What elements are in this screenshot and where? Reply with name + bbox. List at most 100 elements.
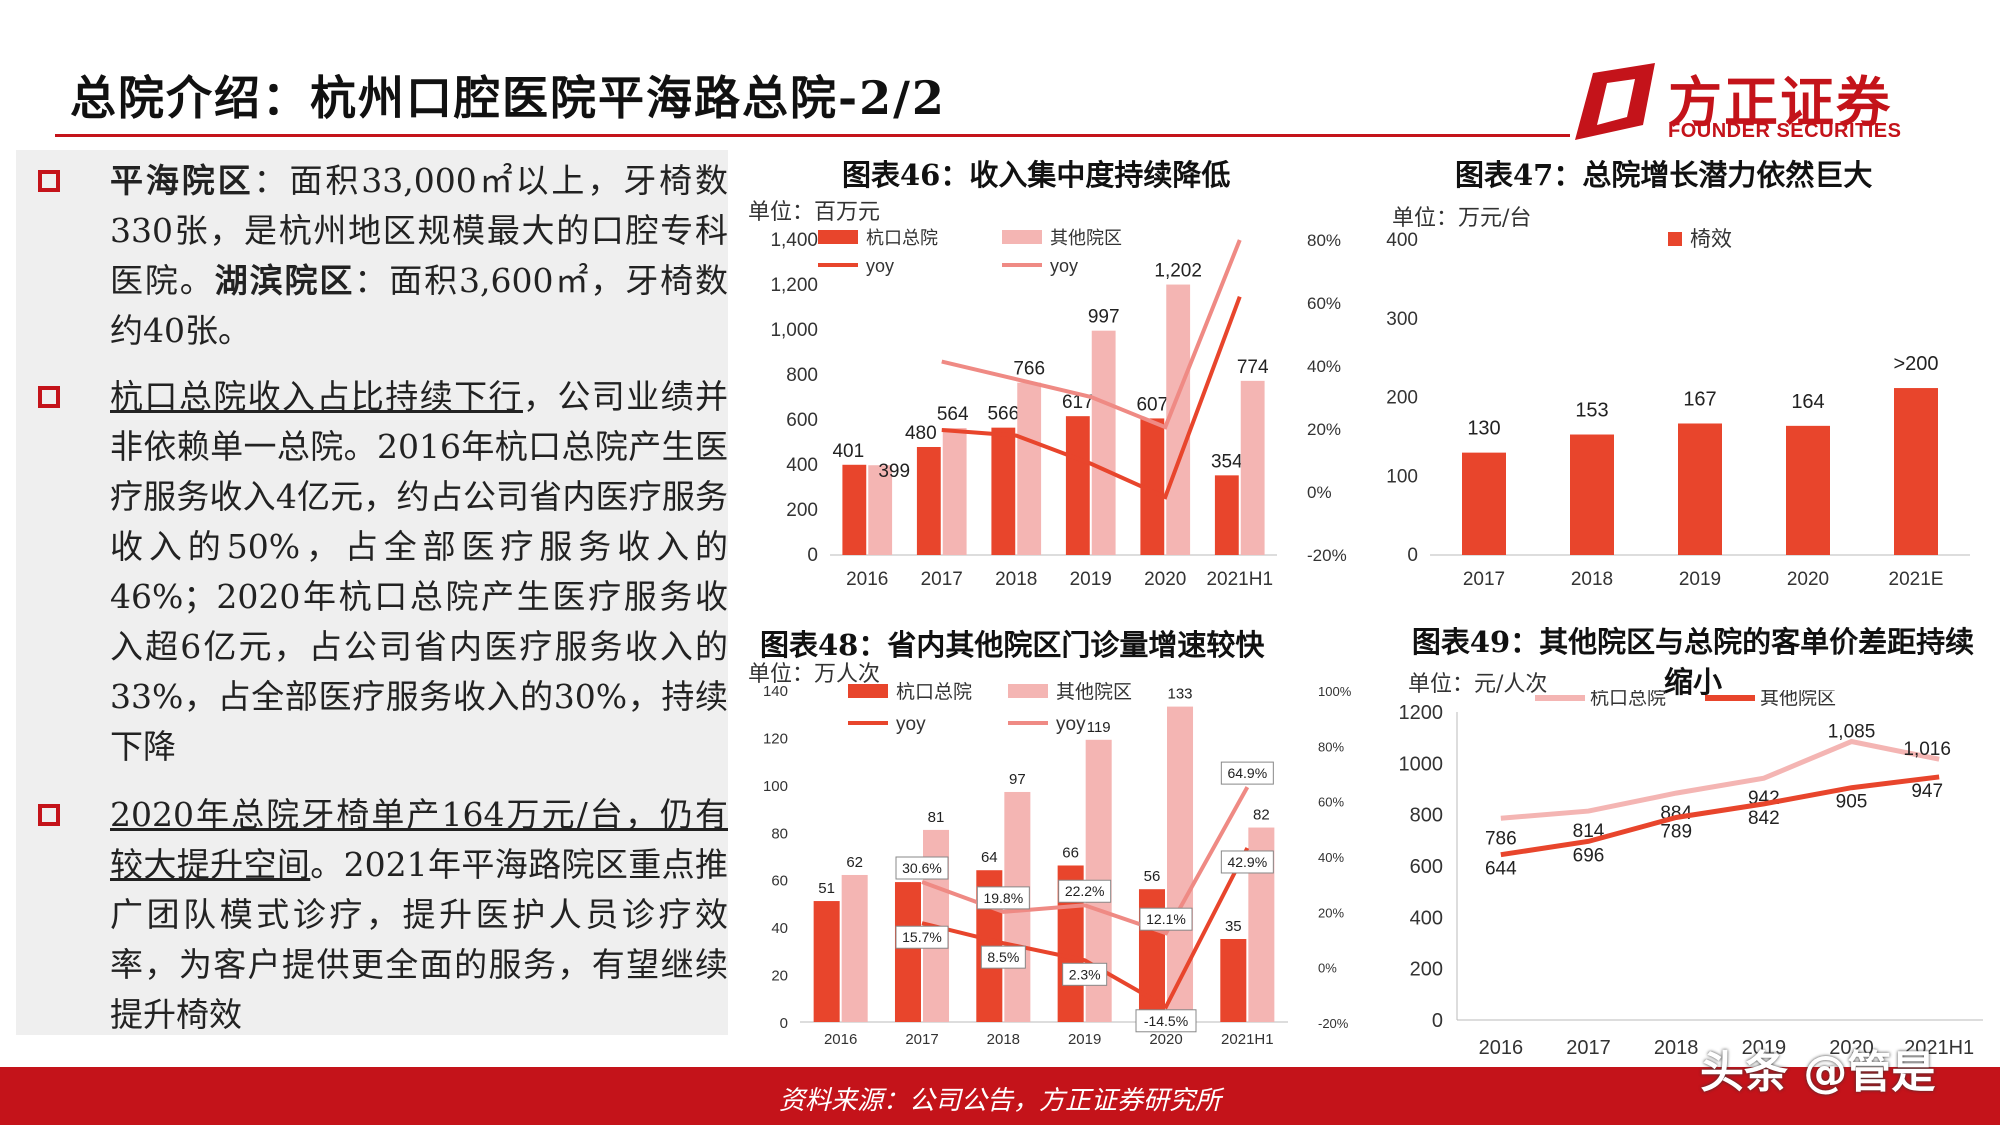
x-tick-label: 2020 [1787,569,1829,590]
bar-value-label: 133 [1167,686,1192,703]
yoy-label-box [1220,850,1274,874]
bullet-text: 2020年总院牙椅单产164万元/台，仍有较大提升空间。2021年平海路院区重点… [110,790,728,1040]
bar-chair-efficiency [1786,425,1830,555]
bullet-square-icon [38,170,60,192]
bullet-revenue-share: 杭口总院收入占比持续下行，公司业绩并非依赖单一总院。2016年杭口总院产生医疗服… [38,372,728,772]
point-value-label: 905 [1836,792,1868,813]
bullet-body: ：面积33,000㎡以上，牙椅数330张，是杭州地区规模最大的口腔专科医院。 [110,161,729,300]
bar-other [1240,380,1265,555]
chart47-title: 图表47：总院增长潜力依然巨大 [1455,158,1873,192]
point-value-label: 842 [1748,808,1780,829]
bar-value-label: 64 [981,849,998,866]
bar-value-label: 62 [846,854,863,871]
point-value-label: 786 [1485,828,1517,849]
y-tick-label: 80 [771,825,788,842]
y-tick-label: 1200 [1399,702,1444,724]
x-tick-label: 2016 [824,1031,857,1048]
legend-label: 杭口总院 [866,228,938,248]
chart48-outpatient: 0 20 40 60 80 100 120 140 -20% 0% 20% 40% 60% 80% 100%… [763,681,1352,1048]
bullet-body: ：面积3,600㎡，牙椅数约40张。 [110,261,728,350]
y-tick-label: 0 [1432,1010,1443,1032]
yoy-label-box [1058,879,1112,903]
bar-value-label: 119 [1087,719,1111,736]
bar-value-label: 1,202 [1154,261,1202,282]
bullet-square-icon [38,804,60,826]
x-tick-label: 2016 [1479,1037,1524,1059]
yoy-label: 30.6% [902,860,942,876]
title-divider [55,134,1570,137]
y-tick-label: 400 [1410,907,1443,929]
footer-bar [0,1067,2000,1125]
x-tick-label: 2021H1 [1221,1031,1274,1048]
bar-value-label: 51 [818,880,835,897]
bar-hq [1214,475,1239,555]
y-tick-label: 600 [1410,856,1443,878]
yoy-line-other [941,239,1242,430]
x-tick-label: 2017 [1566,1037,1611,1059]
x-tick-label: 2021E [1889,569,1944,590]
y-tick-label: 800 [1410,805,1443,827]
x-tick-label: 2019 [1068,1031,1101,1048]
x-tick-label: 2016 [846,569,888,590]
line-hq [1500,738,1940,821]
legend-swatch [1008,684,1048,698]
bullet-text: 平海院区：面积33,000㎡以上，牙椅数330张，是杭州地区规模最大的口腔专科医… [110,156,728,356]
y-tick-label: 40 [771,920,788,937]
point-value-label: 644 [1485,859,1517,880]
y2-tick-label: 60% [1307,294,1341,313]
y-tick-label: 200 [1410,959,1443,981]
legend-swatch [848,684,888,698]
y-tick-label: 120 [763,730,788,747]
chart46-title: 图表46：收入集中度持续降低 [842,158,1231,192]
y2-tick-label: 20% [1318,905,1344,920]
legend-swatch [818,230,858,244]
bullet-heading: 杭口总院收入占比持续下行 [110,377,523,416]
bar-other [1017,382,1042,555]
y-tick-label: 140 [763,683,788,700]
bar-hq [1140,418,1165,555]
logo-name: 方正证券 [1668,70,1892,134]
bar-value-label: 607 [1136,394,1168,415]
legend-label: 杭口总院 [1590,690,1666,709]
point-value-label: 1,016 [1903,739,1951,760]
bar-hq [991,427,1016,555]
bar-other [1167,706,1194,1022]
bar-value-label: 167 [1683,388,1716,410]
yoy-label: 64.9% [1227,765,1267,781]
bar-value-label: 35 [1225,918,1242,935]
legend-label: 其他院区 [1056,681,1132,703]
x-tick-label: 2017 [905,1031,938,1048]
y2-tick-label: 60% [1318,795,1344,810]
y-tick-label: 20 [771,968,788,985]
x-tick-label: 2021H1 [1904,1037,1974,1059]
yoy-label-box [1139,907,1193,931]
bar-hq [894,882,921,1022]
y-tick-label: 0 [807,545,818,566]
bar-chair-efficiency [1678,423,1722,555]
bar-value-label: 354 [1211,451,1243,472]
y-tick-label: 400 [1386,230,1418,251]
chart46-unit: 单位：百万元 [748,200,881,225]
y-tick-label: 1000 [1399,753,1444,775]
y-tick-label: 100 [1386,466,1418,487]
y-tick-label: 0 [1407,545,1418,566]
logo-subtitle: FOUNDER SECURITIES [1668,120,1902,142]
summary-panel: 平海院区：面积33,000㎡以上，牙椅数330张，是杭州地区规模最大的口腔专科医… [16,150,728,1035]
chart48-title: 图表48：省内其他院区门诊量增速较快 [760,628,1265,662]
x-tick-label: 2017 [1463,569,1505,590]
x-tick-label: 2018 [995,569,1037,590]
bar-value-label: 56 [1144,868,1161,885]
yoy-label-box [976,886,1030,910]
yoy-label: -14.5% [1144,1013,1188,1029]
bullet-square-icon [38,386,60,408]
bullet-text: 杭口总院收入占比持续下行，公司业绩并非依赖单一总院。2016年杭口总院产生医疗服… [110,372,728,772]
bar-hq [916,447,941,555]
chart49-title: 图表49：其他院区与总院的客单价差距持续缩小 [1411,625,1975,699]
bar-other [1166,284,1191,555]
yoy-label-box [980,945,1026,969]
bullet-campus: 平海院区：面积33,000㎡以上，牙椅数330张，是杭州地区规模最大的口腔专科医… [38,156,728,356]
chart47-unit: 单位：万元/台 [1392,206,1532,231]
bar-value-label: 564 [937,404,969,425]
legend-label: yoy [1050,256,1078,276]
y2-tick-label: 20% [1307,420,1341,439]
